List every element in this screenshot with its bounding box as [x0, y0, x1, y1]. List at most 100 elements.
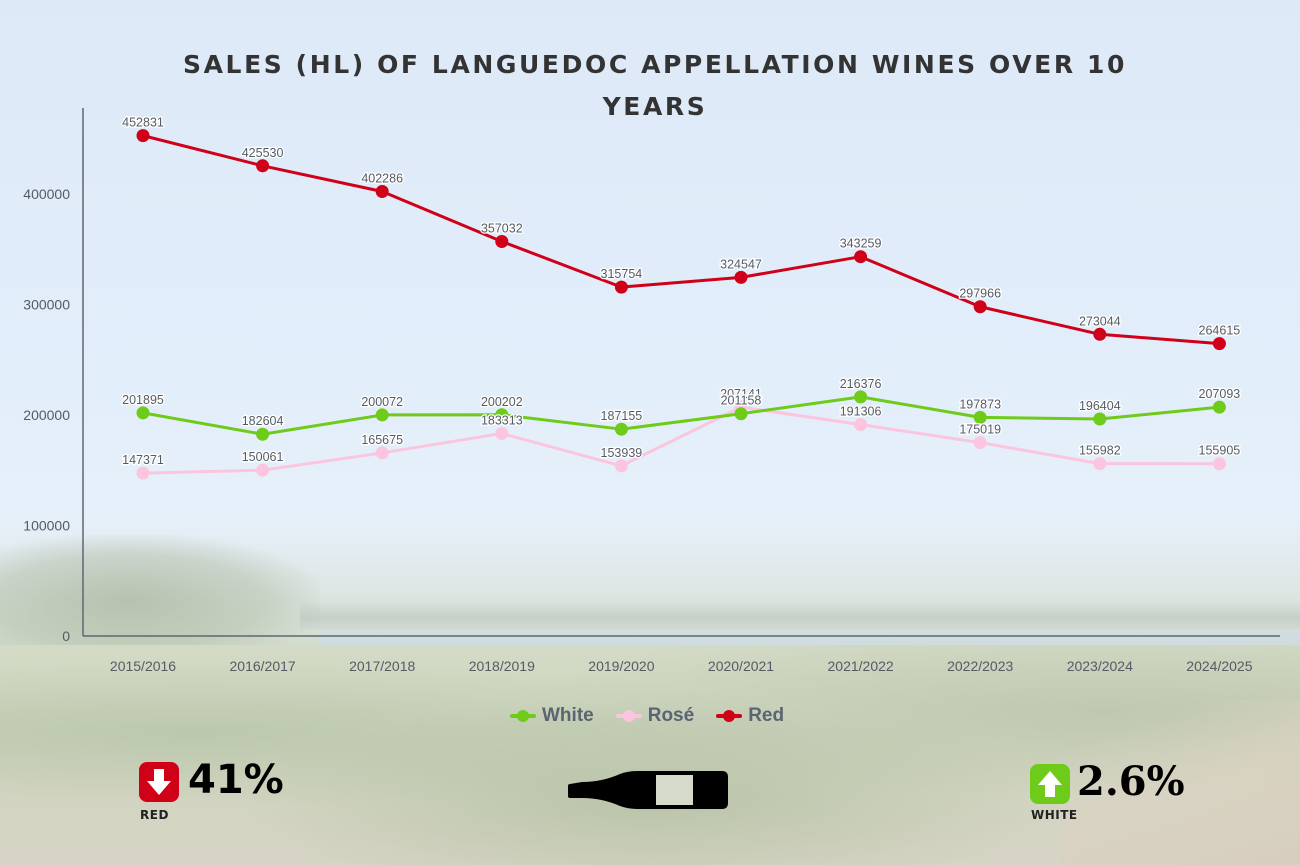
data-point[interactable] [1093, 327, 1107, 341]
data-label: 165675 [361, 433, 403, 447]
data-label: 155905 [1199, 444, 1241, 458]
data-point[interactable] [136, 466, 150, 480]
data-point[interactable] [1212, 337, 1226, 351]
x-tick-label: 2016/2017 [230, 658, 296, 674]
data-label: 155982 [1079, 444, 1121, 458]
data-point[interactable] [256, 463, 270, 477]
data-point[interactable] [734, 407, 748, 421]
chart-title: SALES (HL) OF LANGUEDOC APPELLATION WINE… [183, 50, 1127, 121]
data-label: 315754 [601, 267, 643, 281]
legend-item-red[interactable]: Red [716, 705, 784, 727]
stat-red-label: RED [140, 808, 169, 822]
data-point[interactable] [614, 280, 628, 294]
data-point[interactable] [1212, 400, 1226, 414]
series-white [136, 390, 1226, 441]
stat-white-value: 2.6% [1077, 758, 1185, 805]
data-label: 324547 [720, 257, 762, 271]
data-label: 273044 [1079, 314, 1121, 328]
data-label: 264615 [1199, 324, 1241, 338]
y-tick-label: 300000 [23, 297, 70, 313]
background-path [1060, 700, 1300, 865]
data-point[interactable] [734, 270, 748, 284]
series-line [142, 405, 1220, 475]
arrow-up-icon [1030, 764, 1070, 804]
data-label: 207141 [720, 387, 762, 401]
data-label: 150061 [242, 450, 284, 464]
data-point[interactable] [375, 446, 389, 460]
x-tick-label: 2024/2025 [1186, 658, 1252, 674]
legend-marker-white-icon [510, 710, 536, 722]
data-label: 187155 [601, 409, 643, 423]
data-point[interactable] [495, 408, 509, 422]
series-line [142, 395, 1220, 436]
x-tick-label: 2020/2021 [708, 658, 774, 674]
data-point[interactable] [854, 250, 868, 264]
data-label: 196404 [1079, 399, 1121, 413]
x-tick-label: 2019/2020 [588, 658, 654, 674]
data-label: 425530 [242, 146, 284, 160]
x-tick-label: 2022/2023 [947, 658, 1013, 674]
legend-label: White [542, 705, 594, 726]
data-point[interactable] [614, 422, 628, 436]
arrow-down-icon [139, 762, 179, 802]
data-point[interactable] [256, 427, 270, 441]
wine-bottle-icon [566, 768, 732, 812]
series-red [136, 129, 1226, 351]
data-label: 153939 [601, 446, 643, 460]
data-label: 452831 [122, 116, 164, 130]
stat-white-label: WHITE [1031, 808, 1078, 822]
data-point[interactable] [375, 408, 389, 422]
series-rose [136, 400, 1226, 480]
data-label: 183313 [481, 413, 523, 427]
legend-label: Rosé [647, 705, 695, 726]
data-label: 200072 [361, 395, 403, 409]
data-point[interactable] [973, 410, 987, 424]
data-point[interactable] [854, 390, 868, 404]
data-point[interactable] [1093, 412, 1107, 426]
data-point[interactable] [136, 406, 150, 420]
series-line [142, 134, 1220, 346]
background-horizon [300, 600, 1300, 630]
data-point[interactable] [1093, 457, 1107, 471]
data-label: 175019 [959, 423, 1001, 437]
data-point[interactable] [375, 184, 389, 198]
x-tick-label: 2021/2022 [828, 658, 894, 674]
legend-item-white[interactable]: White [510, 705, 594, 727]
data-point[interactable] [495, 234, 509, 248]
data-point[interactable] [973, 300, 987, 314]
y-tick-label: 200000 [23, 407, 70, 423]
data-label: 147371 [122, 453, 164, 467]
y-tick-label: 100000 [23, 518, 70, 534]
data-label: 343259 [840, 237, 882, 251]
x-tick-label: 2018/2019 [469, 658, 535, 674]
data-label: 200202 [481, 395, 523, 409]
legend-item-rose[interactable]: Rosé [615, 705, 695, 727]
data-point[interactable] [854, 418, 868, 432]
legend-marker-rose-icon [615, 710, 642, 722]
data-label: 191306 [840, 405, 882, 419]
legend-label: Red [748, 705, 785, 726]
chart-legend: White Rosé Red [510, 703, 784, 729]
data-point[interactable] [1212, 457, 1226, 471]
data-label: 182604 [242, 414, 284, 428]
data-point[interactable] [256, 159, 270, 173]
y-tick-label: 400000 [23, 186, 70, 202]
data-label: 216376 [840, 377, 882, 391]
data-label: 197873 [959, 397, 1001, 411]
stat-red-value: 41% [188, 757, 284, 803]
x-tick-label: 2017/2018 [349, 658, 415, 674]
data-label: 201158 [721, 394, 762, 408]
data-point[interactable] [136, 129, 150, 143]
data-point[interactable] [614, 459, 628, 473]
data-point[interactable] [495, 426, 509, 440]
background-trees [0, 535, 320, 645]
data-label: 201895 [122, 393, 164, 407]
data-label: 357032 [481, 221, 523, 235]
x-tick-label: 2015/2016 [110, 658, 176, 674]
data-label: 207093 [1199, 387, 1241, 401]
line-chart: 0 100000 200000 300000 400000 2015/2016 2016/2… [23, 108, 1280, 674]
data-point[interactable] [973, 436, 987, 450]
y-tick-label: 0 [62, 628, 70, 644]
data-label: 402286 [361, 171, 403, 185]
x-tick-label: 2023/2024 [1067, 658, 1133, 674]
